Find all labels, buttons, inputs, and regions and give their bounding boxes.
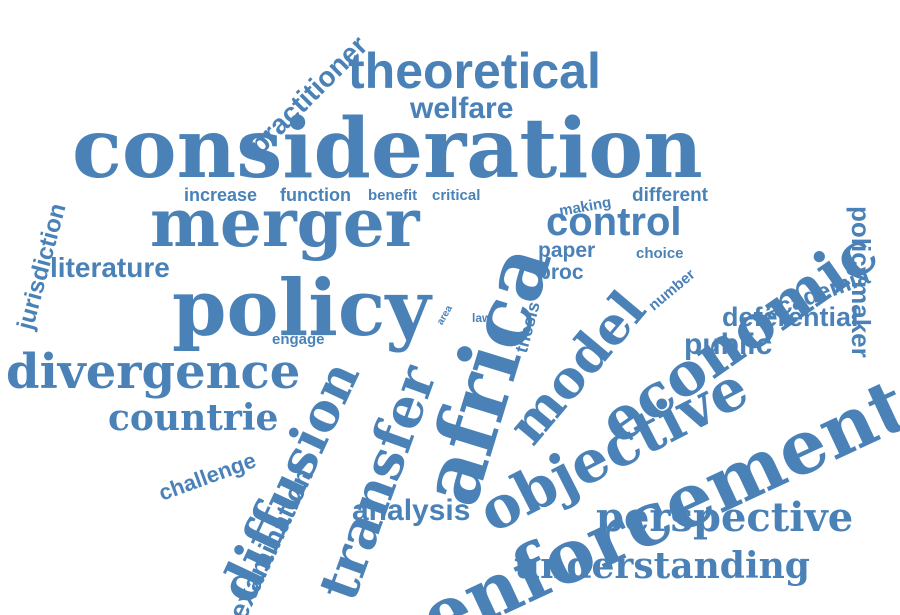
word-countrie: countrie	[108, 397, 279, 439]
word-benefit: benefit	[368, 187, 418, 204]
word-proc: proc	[538, 261, 584, 284]
word-merger: merger	[150, 184, 420, 262]
word-consideration: consideration	[72, 101, 703, 197]
word-literature: literature	[50, 252, 170, 283]
word-understanding: understanding	[514, 545, 810, 587]
word-increase: increase	[184, 185, 258, 205]
word-public: public	[684, 328, 773, 361]
word-critical: critical	[432, 187, 481, 204]
word-theoretical: theoretical	[348, 43, 601, 99]
word-divergence: divergence	[6, 344, 301, 400]
word-control: control	[546, 200, 682, 244]
word-engage: engage	[272, 331, 325, 348]
word-policy: policy	[172, 263, 431, 354]
word-challenge: challenge	[155, 447, 260, 506]
word-perspective: perspective	[596, 494, 854, 541]
word-different: different	[632, 185, 708, 206]
word-number: number	[645, 265, 699, 315]
word-analysis: analysis	[352, 494, 471, 527]
word-function: function	[280, 185, 351, 205]
word-deferential: deferential	[722, 302, 859, 332]
word-law: law	[472, 311, 492, 325]
word-policymaker: policymaker	[846, 206, 876, 358]
word-paper: paper	[538, 239, 596, 262]
word-choice: choice	[636, 245, 684, 262]
word-welfare: welfare	[410, 92, 514, 125]
